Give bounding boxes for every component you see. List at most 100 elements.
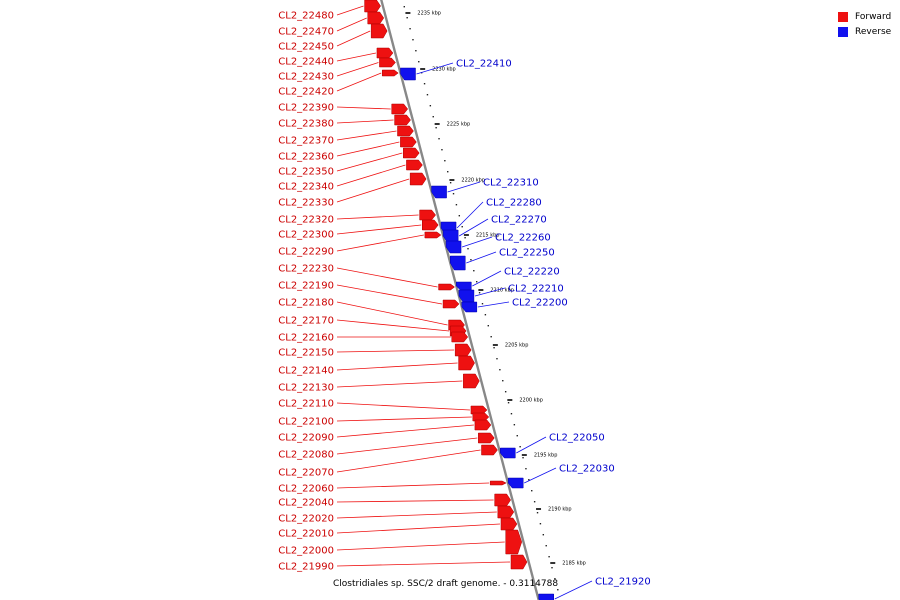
- kbp-tick-label: 2235 kbp: [417, 11, 441, 17]
- reverse-gene[interactable]: [400, 67, 416, 81]
- kbp-tick-label: 2215 kbp: [476, 233, 500, 239]
- gene-label-reverse[interactable]: CL2_22270: [491, 215, 547, 226]
- gene-label-forward[interactable]: CL2_22130: [278, 383, 334, 394]
- gene-label-forward[interactable]: CL2_22290: [278, 247, 334, 258]
- gene-label-forward[interactable]: CL2_22430: [278, 72, 334, 83]
- gene-label-forward[interactable]: CL2_22350: [278, 167, 334, 178]
- gene-label-forward[interactable]: CL2_22340: [278, 182, 334, 193]
- forward-gene[interactable]: [470, 405, 488, 415]
- forward-gene[interactable]: [438, 283, 455, 291]
- forward-gene[interactable]: [379, 57, 396, 68]
- gene-label-reverse[interactable]: CL2_22250: [499, 248, 555, 259]
- forward-gene[interactable]: [409, 172, 427, 186]
- gene-label-forward[interactable]: CL2_22330: [278, 198, 334, 209]
- minor-tick: [539, 523, 542, 525]
- gene-label-forward[interactable]: CL2_22320: [278, 215, 334, 226]
- forward-gene[interactable]: [472, 412, 490, 422]
- leader-line: [477, 301, 510, 308]
- forward-gene[interactable]: [454, 343, 472, 357]
- forward-gene[interactable]: [489, 480, 507, 486]
- gene-label-forward[interactable]: CL2_22300: [278, 230, 334, 241]
- forward-gene[interactable]: [403, 147, 420, 159]
- gene-label-forward[interactable]: CL2_22390: [278, 103, 334, 114]
- forward-gene[interactable]: [458, 355, 475, 371]
- gene-label-forward[interactable]: CL2_22100: [278, 417, 334, 428]
- gene-label-forward[interactable]: CL2_22140: [278, 366, 334, 377]
- forward-gene[interactable]: [376, 47, 394, 59]
- forward-gene[interactable]: [397, 125, 414, 137]
- gene-label-forward[interactable]: CL2_22160: [278, 333, 334, 344]
- gene-label-reverse[interactable]: CL2_22220: [504, 267, 560, 278]
- leader-line: [336, 402, 470, 411]
- gene-label-forward[interactable]: CL2_22190: [278, 281, 334, 292]
- reverse-gene[interactable]: [456, 281, 472, 291]
- forward-gene[interactable]: [451, 331, 469, 343]
- gene-label-forward[interactable]: CL2_22040: [278, 498, 334, 509]
- gene-label-reverse[interactable]: CL2_22030: [559, 464, 615, 475]
- reverse-gene[interactable]: [461, 301, 478, 313]
- gene-label-forward[interactable]: CL2_22440: [278, 57, 334, 68]
- gene-label-forward[interactable]: CL2_22370: [278, 136, 334, 147]
- forward-gene[interactable]: [419, 209, 436, 221]
- gene-label-forward[interactable]: CL2_22360: [278, 152, 334, 163]
- gene-label-forward[interactable]: CL2_22470: [278, 27, 334, 38]
- leader-line: [336, 17, 367, 32]
- minor-tick: [522, 457, 524, 459]
- gene-label-forward[interactable]: CL2_22010: [278, 529, 334, 540]
- gene-label-reverse[interactable]: CL2_22310: [483, 178, 539, 189]
- forward-gene[interactable]: [442, 299, 460, 309]
- gene-label-reverse[interactable]: CL2_22050: [549, 433, 605, 444]
- gene-label-forward[interactable]: CL2_22090: [278, 433, 334, 444]
- forward-gene[interactable]: [381, 69, 399, 77]
- forward-gene[interactable]: [394, 114, 411, 126]
- reverse-gene[interactable]: [431, 185, 447, 199]
- gene-label-forward[interactable]: CL2_22060: [278, 484, 334, 495]
- gene-label-forward[interactable]: CL2_22420: [278, 87, 334, 98]
- forward-gene[interactable]: [500, 517, 518, 531]
- forward-gene[interactable]: [481, 444, 498, 456]
- forward-gene[interactable]: [478, 432, 495, 444]
- forward-gene[interactable]: [497, 505, 515, 519]
- leader-line: [336, 349, 455, 353]
- gene-label-reverse[interactable]: CL2_22260: [495, 233, 551, 244]
- gene-label-forward[interactable]: CL2_22110: [278, 399, 334, 410]
- forward-gene[interactable]: [367, 11, 385, 25]
- forward-gene[interactable]: [463, 373, 480, 389]
- gene-label-forward[interactable]: CL2_22380: [278, 119, 334, 130]
- gene-label-forward[interactable]: CL2_22150: [278, 348, 334, 359]
- gene-label-forward[interactable]: CL2_22230: [278, 264, 334, 275]
- forward-gene[interactable]: [400, 136, 417, 148]
- gene-label-reverse[interactable]: CL2_22200: [512, 298, 568, 309]
- gene-label-reverse[interactable]: CL2_22410: [456, 59, 512, 70]
- reverse-gene[interactable]: [450, 255, 466, 271]
- forward-gene[interactable]: [391, 103, 409, 115]
- gene-label-forward[interactable]: CL2_22020: [278, 514, 334, 525]
- forward-gene[interactable]: [406, 159, 423, 171]
- forward-gene[interactable]: [422, 219, 439, 231]
- forward-gene[interactable]: [424, 231, 442, 239]
- kbp-tick-label: 2220 kbp: [461, 178, 485, 184]
- gene-label-reverse[interactable]: CL2_21920: [595, 577, 651, 588]
- gene-label-forward[interactable]: CL2_22080: [278, 450, 334, 461]
- reverse-gene[interactable]: [538, 593, 554, 600]
- forward-gene[interactable]: [364, 0, 381, 13]
- reverse-gene[interactable]: [507, 477, 524, 489]
- gene-label-reverse[interactable]: CL2_22280: [486, 198, 542, 209]
- gene-label-forward[interactable]: CL2_22000: [278, 546, 334, 557]
- forward-gene[interactable]: [505, 529, 522, 555]
- gene-label-forward[interactable]: CL2_22180: [278, 298, 334, 309]
- forward-gene[interactable]: [494, 493, 511, 507]
- leader-line: [336, 267, 438, 288]
- gene-label-forward[interactable]: CL2_21990: [278, 562, 334, 573]
- reverse-gene[interactable]: [445, 240, 462, 254]
- forward-gene[interactable]: [370, 23, 388, 39]
- gene-label-forward[interactable]: CL2_22170: [278, 316, 334, 327]
- gene-label-forward[interactable]: CL2_22070: [278, 468, 334, 479]
- forward-gene[interactable]: [510, 554, 528, 570]
- forward-gene[interactable]: [474, 419, 492, 431]
- reverse-gene[interactable]: [500, 447, 516, 459]
- gene-label-forward[interactable]: CL2_22480: [278, 11, 334, 22]
- minor-tick: [496, 358, 498, 360]
- gene-label-reverse[interactable]: CL2_22210: [508, 284, 564, 295]
- gene-label-forward[interactable]: CL2_22450: [278, 42, 334, 53]
